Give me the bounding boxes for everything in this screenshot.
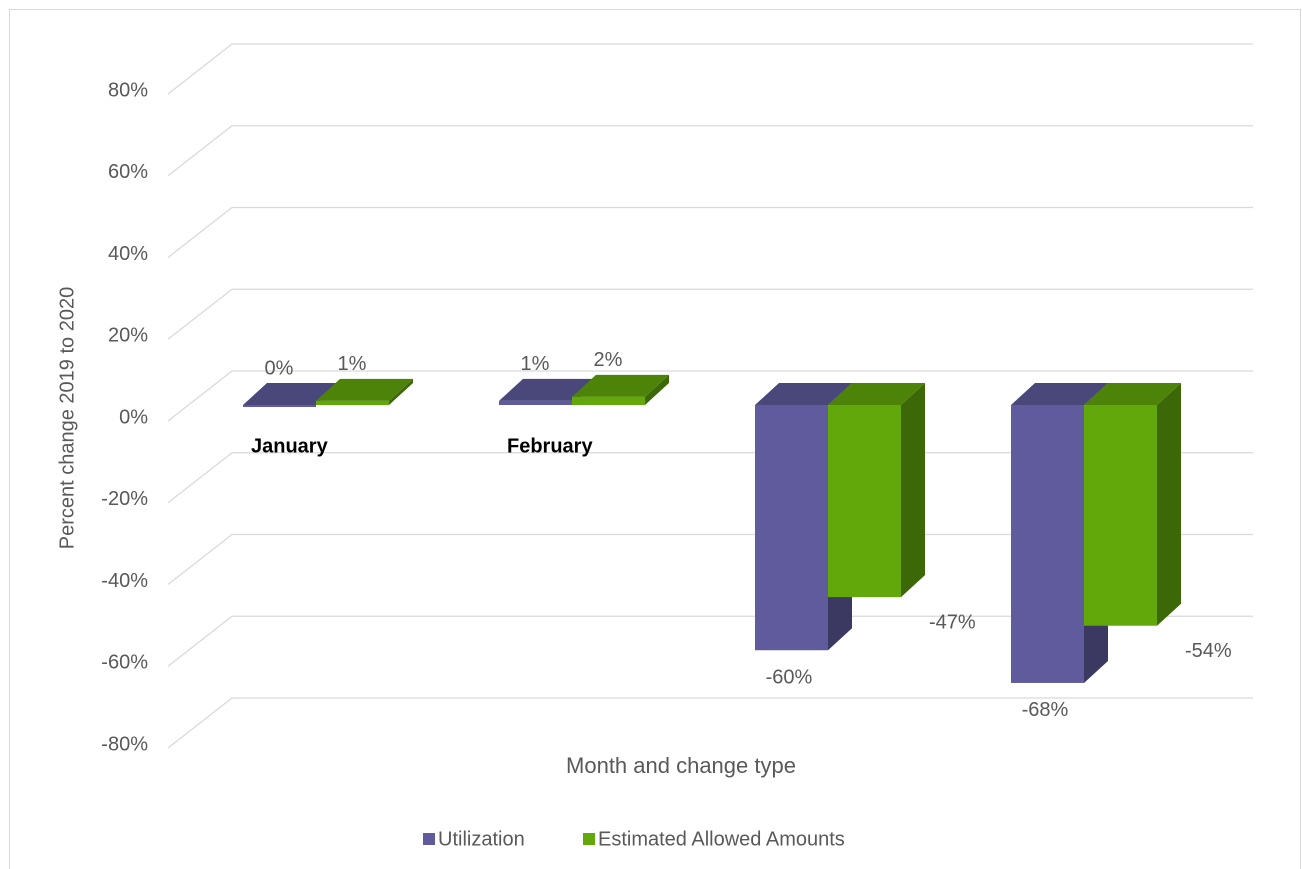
bar [828,383,925,598]
bar-face [645,374,669,405]
y-tick-label: -60% [101,652,148,674]
bar-face [316,378,413,401]
legend-label: Estimated Allowed Amounts [598,828,845,850]
bar [316,378,413,405]
grid-line [167,615,1253,667]
x-tick-label: January [251,435,329,457]
data-label: 1% [521,353,550,375]
bar-face [1011,405,1084,683]
bar-face [499,400,572,405]
bar-face [243,405,316,408]
y-tick-label: -80% [101,733,148,755]
x-axis-title: Month and change type [566,753,796,778]
y-tick-label: -40% [101,570,148,592]
grid-line [167,288,1253,340]
grid-line [167,125,1253,177]
y-tick-label: 60% [108,161,148,183]
bar-face [755,405,828,651]
y-tick-label: 0% [119,406,148,428]
data-label: -47% [929,611,976,633]
legend-swatch [583,833,595,845]
bar-face [1011,383,1108,405]
bar-face [572,396,645,405]
grid-line [167,206,1253,259]
chart-border [9,9,1301,869]
bar-face [755,383,852,405]
bar-face [901,383,925,598]
x-tick-label: February [507,435,593,457]
grid-line [167,697,1253,749]
bar [243,383,340,408]
y-axis-title: Percent change 2019 to 2020 [56,287,78,549]
bar-face [1084,405,1157,626]
bar-face [828,383,925,405]
legend-swatch [423,833,435,845]
bar-face [316,400,389,405]
bar-face [572,374,669,397]
bar-face [1157,383,1181,626]
y-tick-label: 40% [108,243,148,265]
y-tick-label: -20% [101,488,148,510]
grid-line [167,370,1253,422]
data-label: 1% [338,353,367,375]
data-label: -54% [1185,640,1232,662]
data-label: 0% [265,357,294,379]
bar-face [1084,383,1181,405]
y-tick-label: 20% [108,325,148,347]
legend-label: Utilization [438,828,525,850]
bar-face [389,378,413,405]
bar-face [828,405,901,598]
bar [1084,383,1181,626]
data-label: -68% [1022,699,1069,721]
bar [572,374,669,405]
data-label: -60% [766,667,813,689]
y-tick-label: 80% [108,79,148,101]
grid-line [167,43,1253,95]
bar-face [243,383,340,405]
data-label: 2% [594,349,623,371]
bar-face [499,378,596,401]
